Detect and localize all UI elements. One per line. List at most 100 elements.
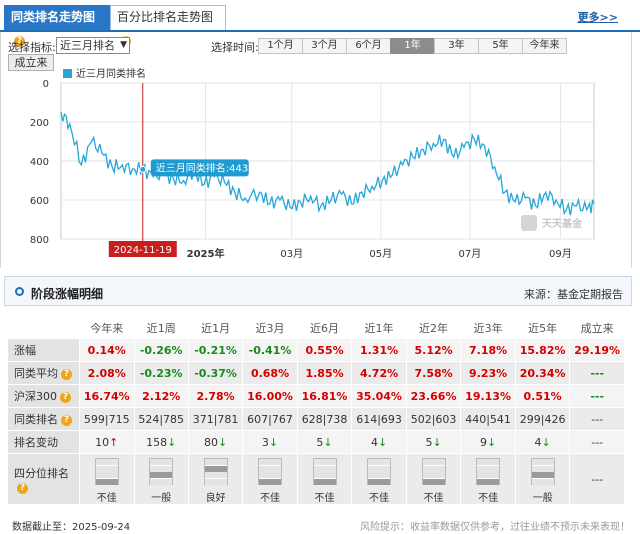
arrow-down-icon: ↓ xyxy=(167,435,177,449)
y-tick-label: 200 xyxy=(30,118,49,129)
table-cell: 440|541 xyxy=(460,407,516,431)
risk-notice: 风险提示：收益率数据仅供参考，过往业绩不预示未来表现！ xyxy=(360,522,630,533)
rank-change-value: --- xyxy=(591,435,604,449)
table-cell: 7.18% xyxy=(460,338,516,362)
quartile-label: 不佳 xyxy=(478,493,499,504)
stats-table: 今年来 近1周 近1月 近3月 近6月 近1年 近2年 近3年 近5年 成立来 涨幅 0.14% -0… xyxy=(7,316,625,505)
percent-value: 29.19% xyxy=(574,343,621,357)
row-label: 涨幅 xyxy=(14,344,36,357)
table-cell: 2.08% xyxy=(79,361,135,385)
table-cell: 299|426 xyxy=(514,407,571,431)
table-cell: 不佳 xyxy=(351,453,407,505)
percent-value: 23.66% xyxy=(410,389,457,403)
column-header: 近3月 xyxy=(242,316,298,339)
percent-value: 2.08% xyxy=(87,366,126,380)
since-inception-button[interactable]: 成立来 xyxy=(8,54,54,71)
table-cell: 不佳 xyxy=(242,453,298,505)
help-icon[interactable]: ? xyxy=(17,482,28,494)
rank-change-value: 9 xyxy=(479,435,487,449)
quartile-label: 一般 xyxy=(151,493,172,504)
column-header: 今年来 xyxy=(79,316,135,339)
indicator-select[interactable]: 近三月排名 ▼ xyxy=(56,37,130,54)
rank-change-value: 4 xyxy=(534,435,542,449)
tab-percent-rank-trend[interactable]: 百分比排名走势图? xyxy=(110,5,226,47)
tab-percent-label: 百分比排名走势图 xyxy=(117,10,214,24)
row-label: 同类平均 xyxy=(14,367,58,380)
percent-value: 7.58% xyxy=(414,366,453,380)
table-cell: 10↑ xyxy=(79,430,135,454)
x-tick-label: 07月 xyxy=(459,248,482,260)
table-cell: 0.14% xyxy=(79,338,135,362)
row-header: 四分位排名? xyxy=(7,453,80,505)
table-cell: 2.78% xyxy=(187,384,244,408)
percent-value: 2.12% xyxy=(142,389,181,403)
quartile-label: --- xyxy=(591,472,604,486)
table-cell: -0.26% xyxy=(133,338,189,362)
help-icon[interactable]: ? xyxy=(14,36,25,47)
arrow-down-icon: ↓ xyxy=(432,435,442,449)
table-cell: --- xyxy=(569,384,625,408)
percent-value: --- xyxy=(590,389,605,403)
quartile-bar-icon xyxy=(421,458,446,485)
percent-value: 16.81% xyxy=(301,389,348,403)
chart-panel: 选择指标: 近三月排名 ▼ 成立来 选择时间: 1个月 3个月 6个月 1年 3年 5年今… xyxy=(0,32,632,268)
quartile-bar-icon xyxy=(530,458,555,485)
percent-value: 4.72% xyxy=(359,366,399,380)
quartile-label: 良好 xyxy=(205,493,226,504)
tab-rank-trend[interactable]: 同类排名走势图? xyxy=(4,5,110,47)
chevron-down-icon: ▼ xyxy=(120,40,127,50)
column-header: 近1周 xyxy=(133,316,189,339)
table-cell: 0.68% xyxy=(242,361,298,385)
percent-value: -0.21% xyxy=(194,343,237,357)
percent-value: 0.55% xyxy=(305,343,344,357)
hover-point xyxy=(139,165,147,173)
table-cell: 16.74% xyxy=(79,384,135,408)
table-cell: --- xyxy=(569,407,625,431)
chart-legend: 近三月同类排名 xyxy=(63,65,146,80)
rank-change-value: 5 xyxy=(425,435,433,449)
arrow-up-icon: ↑ xyxy=(109,435,119,449)
table-cell: 不佳 xyxy=(405,453,462,505)
table-cell: -0.23% xyxy=(133,361,189,385)
table-cell: 0.51% xyxy=(514,384,571,408)
arrow-down-icon: ↓ xyxy=(377,435,388,449)
table-cell: -0.41% xyxy=(242,338,298,362)
table-cell: 7.58% xyxy=(405,361,462,385)
percent-value: --- xyxy=(590,366,605,380)
row-label: 沪深300 xyxy=(14,390,57,403)
time-range-group: 1个月 3个月 6个月 1年 3年 5年 今年来 xyxy=(258,38,567,54)
more-link[interactable]: 更多>> xyxy=(577,11,618,24)
table-cell: -0.37% xyxy=(187,361,244,385)
range-button[interactable]: 3年 xyxy=(434,38,479,54)
percent-value: 1.85% xyxy=(305,366,344,380)
quartile-label: 不佳 xyxy=(260,493,281,504)
help-icon[interactable]: ? xyxy=(60,392,71,403)
indicator-value: 近三月排名 xyxy=(60,39,115,52)
percent-value: 19.13% xyxy=(465,389,511,403)
range-button[interactable]: 3个月 xyxy=(302,38,347,54)
y-tick-label: 600 xyxy=(30,196,49,207)
percent-value: 20.34% xyxy=(519,366,566,380)
rank-change-value: 5 xyxy=(316,435,324,449)
tab-rank-trend-label: 同类排名走势图 xyxy=(11,10,96,24)
quartile-bar-icon xyxy=(476,458,501,485)
table-cell: 29.19% xyxy=(569,338,625,362)
table-row: 同类平均? 2.08% -0.23% -0.37% 0.68% 1.85% 4.72% 7.5… xyxy=(7,361,625,385)
help-icon[interactable]: ? xyxy=(61,415,72,426)
column-header: 成立来 xyxy=(569,316,625,339)
tooltip-text: 近三月同类排名:443 xyxy=(156,161,248,174)
table-cell: 9.23% xyxy=(460,361,516,385)
percent-value: 9.23% xyxy=(469,366,508,380)
quartile-bar-icon xyxy=(94,458,119,485)
row-header: 同类排名? xyxy=(7,407,80,431)
table-row: 沪深300? 16.74% 2.12% 2.78% 16.00% 16.81% 35.04%… xyxy=(7,384,625,408)
range-button[interactable]: 今年来 xyxy=(522,38,567,54)
legend-swatch xyxy=(63,69,72,78)
table-cell: 4↓ xyxy=(351,430,407,454)
table-cell: 628|738 xyxy=(296,407,353,431)
detail-header: 阶段涨幅明细 来源：基金定期报告 xyxy=(4,276,632,306)
column-header: 近2年 xyxy=(405,316,462,339)
rank-line-chart[interactable]: 0 200 400 600 800 2025年 03月 05月 07月 09月 2024-11-19… xyxy=(1,32,633,268)
help-icon[interactable]: ? xyxy=(61,369,72,380)
table-header-row: 今年来 近1周 近1月 近3月 近6月 近1年 近2年 近3年 近5年 成立来 xyxy=(7,316,625,339)
